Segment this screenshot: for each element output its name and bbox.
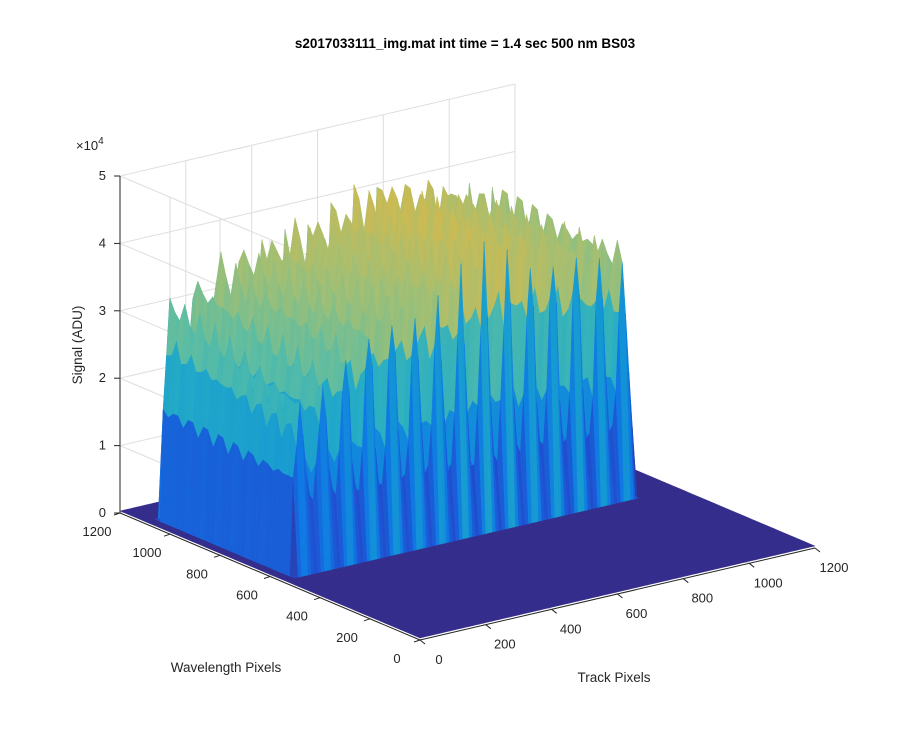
wall-gridline-z2 [119,83,516,177]
wall-gridline-z2 [119,150,516,244]
surface [119,179,816,639]
